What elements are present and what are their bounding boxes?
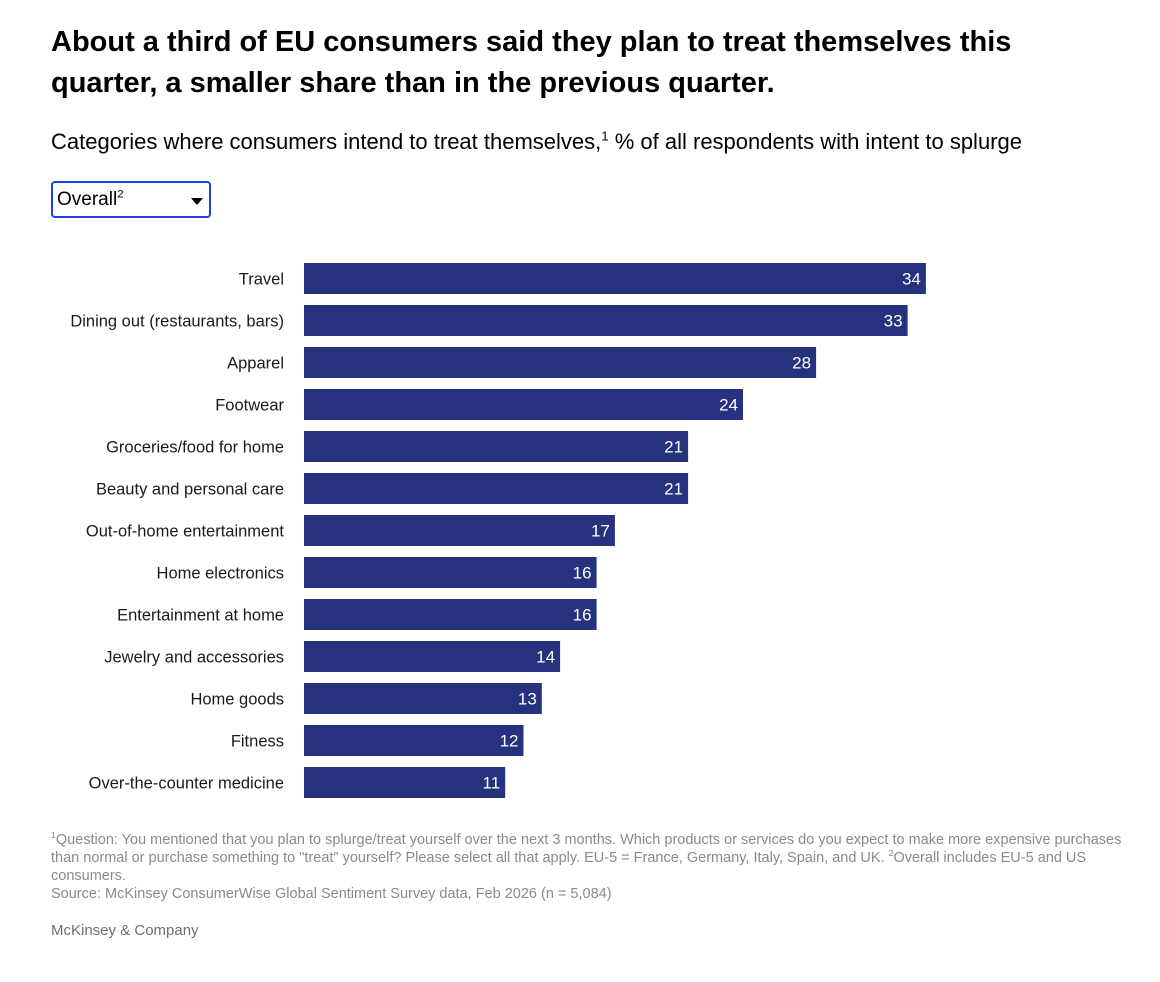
chart-subtitle: Categories where consumers intend to tre… — [51, 126, 1131, 158]
footnote-1-text: Question: You mentioned that you plan to… — [51, 832, 1122, 866]
bar-groceries-food-for-home — [304, 431, 689, 462]
subtitle-text: Categories where consumers intend to tre… — [51, 129, 602, 154]
category-label-dining-out-restaurants-bars: Dining out (restaurants, bars) — [70, 313, 284, 331]
category-label-home-goods: Home goods — [190, 691, 284, 709]
bar-home-electronics — [304, 557, 597, 588]
category-label-groceries-food-for-home: Groceries/food for home — [106, 439, 284, 457]
footnote-2-text: Overall includes EU-5 and US consumers. — [51, 850, 1087, 884]
bar-travel — [304, 263, 926, 294]
category-label-over-the-counter-medicine: Over-the-counter medicine — [89, 775, 284, 793]
category-label-entertainment-at-home: Entertainment at home — [117, 607, 284, 625]
category-label-fitness: Fitness — [231, 733, 284, 751]
bar-footwear — [304, 389, 743, 420]
footnote-text: 1Question: You mentioned that you plan t… — [51, 831, 1131, 885]
segment-dropdown[interactable]: Overall2 — [51, 181, 211, 218]
bar-beauty-and-personal-care — [304, 473, 689, 504]
bar-jewelry-and-accessories — [304, 641, 561, 672]
chart-title: About a third of EU consumers said they … — [51, 26, 1012, 99]
category-label-apparel: Apparel — [227, 355, 284, 373]
bar-value-label-beauty-and-personal-care: 21 — [664, 480, 683, 499]
bar-value-label-jewelry-and-accessories: 14 — [536, 648, 555, 667]
footnote-2-mark: 2 — [888, 848, 894, 859]
bar-value-label-footwear: 24 — [719, 396, 738, 415]
subtitle-footnote-mark: 1 — [601, 128, 609, 144]
bar-home-goods — [304, 683, 542, 714]
bar-value-label-out-of-home-entertainment: 17 — [591, 522, 610, 541]
subtitle-unit-text: % of all respondents with intent to splu… — [608, 129, 1022, 154]
dropdown-footnote-mark: 2 — [117, 188, 124, 201]
brand-logo-text: McKinsey & Company — [51, 922, 199, 939]
bar-out-of-home-entertainment — [304, 515, 615, 546]
category-label-footwear: Footwear — [215, 397, 284, 415]
bar-value-label-entertainment-at-home: 16 — [573, 606, 592, 625]
source-text: Source: McKinsey ConsumerWise Global Sen… — [51, 886, 612, 902]
caret-down-icon — [191, 198, 203, 205]
footnote-1-mark: 1 — [51, 830, 56, 841]
footnotes: 1Question: You mentioned that you plan t… — [51, 831, 1131, 903]
dropdown-selected-label: Overall — [57, 189, 118, 210]
category-label-jewelry-and-accessories: Jewelry and accessories — [104, 649, 284, 667]
bar-value-label-over-the-counter-medicine: 11 — [483, 774, 501, 793]
bar-value-label-apparel: 28 — [792, 354, 811, 373]
bar-entertainment-at-home — [304, 599, 597, 630]
category-label-travel: Travel — [239, 271, 284, 289]
dropdown-selected-value: Overall2 — [57, 187, 124, 213]
category-label-beauty-and-personal-care: Beauty and personal care — [96, 481, 284, 499]
bar-value-label-home-electronics: 16 — [573, 564, 592, 583]
bar-value-label-dining-out-restaurants-bars: 33 — [884, 312, 903, 331]
bar-apparel — [304, 347, 817, 378]
bar-dining-out-restaurants-bars — [304, 305, 908, 336]
bar-value-label-fitness: 12 — [500, 732, 519, 751]
bar-over-the-counter-medicine — [304, 767, 506, 798]
bar-value-label-home-goods: 13 — [518, 690, 537, 709]
bar-value-label-travel: 34 — [902, 270, 921, 289]
bar-fitness — [304, 725, 524, 756]
category-label-home-electronics: Home electronics — [157, 565, 284, 583]
bar-value-label-groceries-food-for-home: 21 — [664, 438, 683, 457]
category-label-out-of-home-entertainment: Out-of-home entertainment — [86, 523, 285, 541]
